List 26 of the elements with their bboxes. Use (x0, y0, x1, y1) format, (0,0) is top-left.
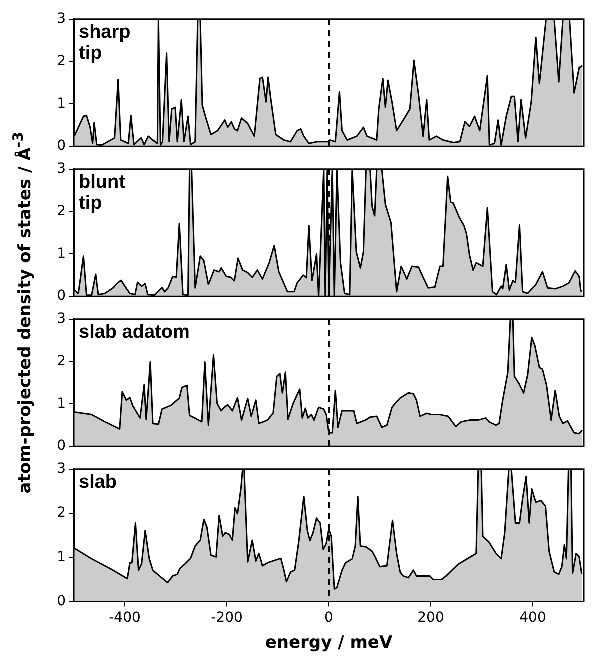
y-tick-label: 2 (57, 505, 66, 522)
text: blunt tip (79, 172, 126, 214)
x-tick-label: -400 (109, 610, 141, 626)
y-tick-label: 3 (57, 11, 66, 28)
y-tick-label: 0 (57, 288, 66, 304)
y-tick-label: 3 (57, 161, 66, 178)
x-tick-label: 400 (520, 610, 546, 626)
y-tick-label: 3 (57, 311, 66, 328)
x-tick-label: -200 (211, 610, 243, 626)
y-tick-label: 2 (57, 203, 66, 220)
y-tick-label: 2 (57, 353, 66, 370)
y-tick-label: 0 (57, 438, 66, 454)
x-axis-title: energy / meV (265, 633, 394, 654)
y-tick-label: 0 (57, 593, 66, 610)
text: sharp tip (79, 22, 131, 64)
chart-title: slab (79, 472, 118, 494)
y-tick-label: 1 (57, 96, 66, 112)
y-tick-label: 2 (57, 53, 66, 70)
y-tick-label: 1 (57, 549, 66, 566)
chart-title: slab adatom (79, 322, 190, 344)
x-tick-label: 200 (418, 610, 444, 626)
y-tick-label: 0 (57, 138, 66, 154)
y-tick-label: 1 (57, 246, 66, 262)
y-tick-label: 1 (57, 396, 66, 412)
y-tick-label: 3 (57, 461, 66, 478)
x-tick-label: 0 (324, 610, 334, 626)
